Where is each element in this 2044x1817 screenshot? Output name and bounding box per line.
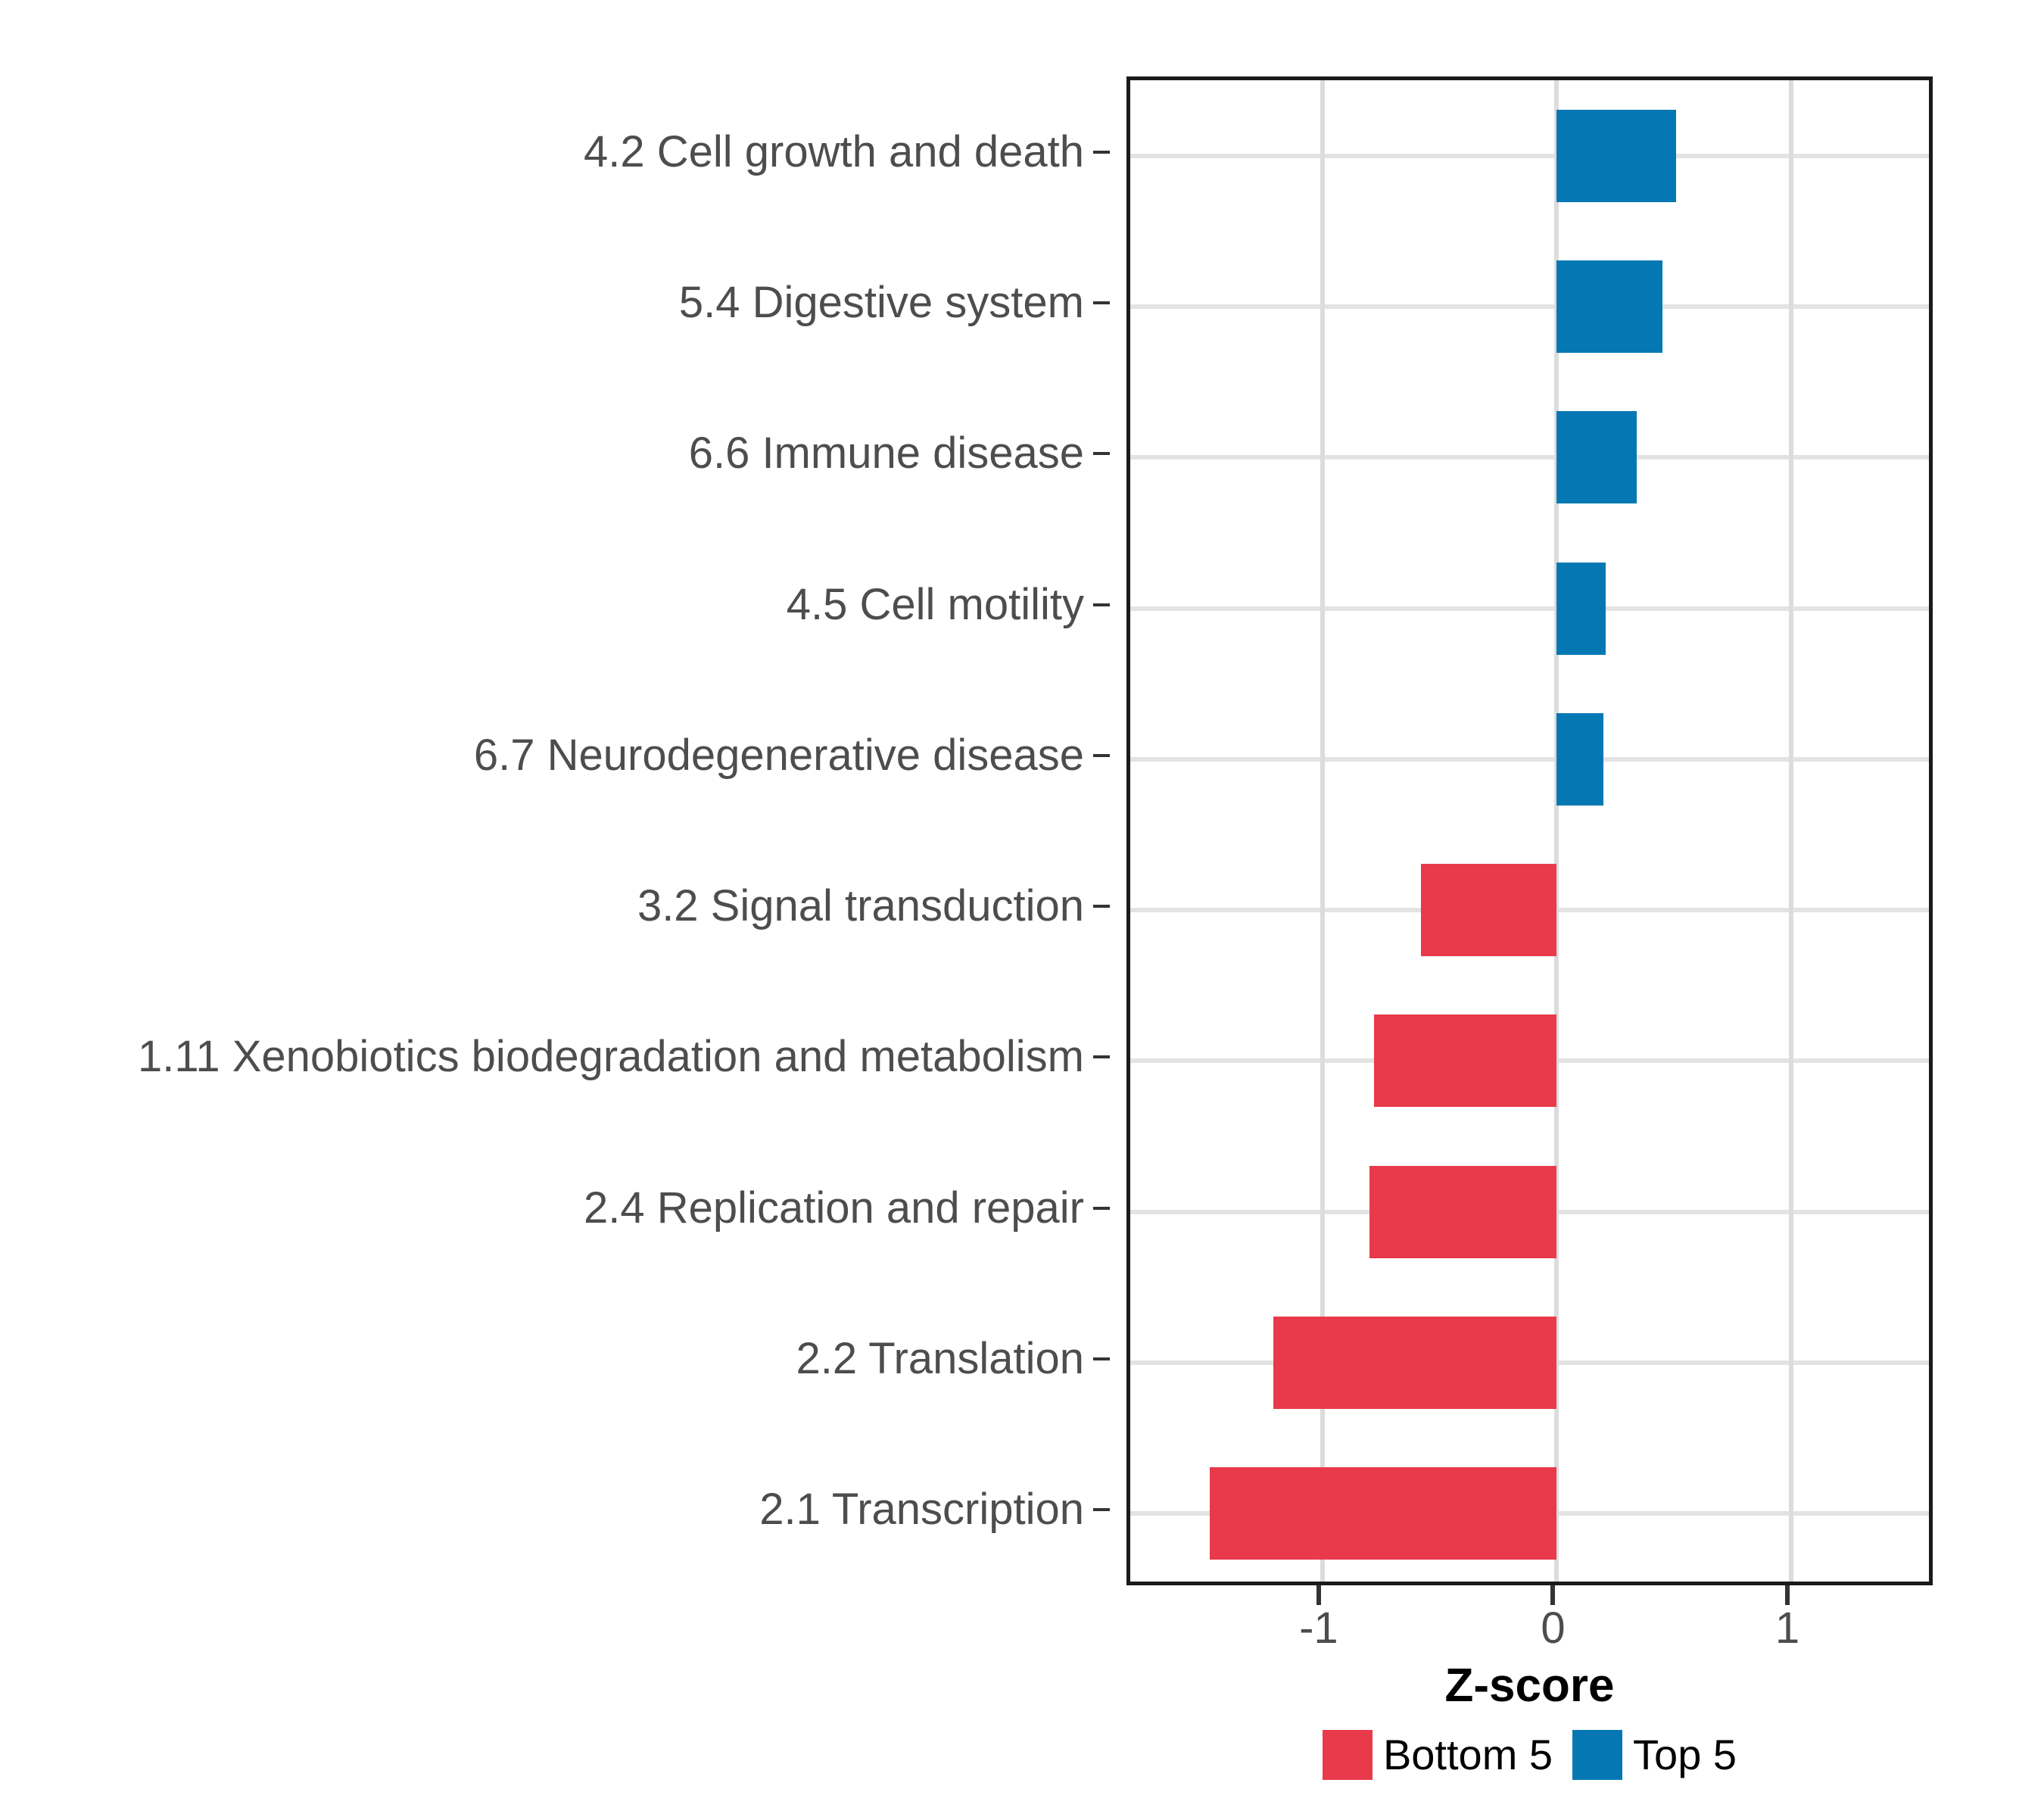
x-axis-title: Z-score: [1444, 1660, 1615, 1712]
bar: [1210, 1467, 1557, 1560]
y-axis-tick-label: 2.1 Transcription: [759, 1485, 1084, 1535]
bar: [1273, 1317, 1557, 1410]
x-axis-tick-mark: [1550, 1585, 1556, 1605]
bar: [1420, 864, 1557, 957]
y-axis-tick-label: 6.7 Neurodegenerative disease: [473, 730, 1084, 780]
x-axis-tick-mark: [1785, 1585, 1790, 1605]
y-axis-tick-label: 5.4 Digestive system: [678, 277, 1084, 327]
horizontal-gridline: [1130, 153, 1929, 158]
y-axis-tick-label: 2.2 Translation: [796, 1334, 1084, 1384]
bar: [1369, 1165, 1557, 1258]
y-axis-tick-mark: [1093, 150, 1110, 154]
vertical-gridline: [1789, 80, 1794, 1582]
y-axis-tick-label: 6.6 Immune disease: [688, 429, 1084, 478]
y-axis-tick-mark: [1093, 1357, 1110, 1361]
bar: [1556, 260, 1662, 353]
x-axis-tick-label: 1: [1774, 1604, 1800, 1653]
y-axis-label-group: 4.2 Cell growth and death 5.4 Digestive s…: [0, 76, 1110, 1585]
y-axis-tick-label: 3.2 Signal transduction: [637, 881, 1084, 931]
y-axis-tick-label: 1.11 Xenobiotics biodegradation and meta…: [138, 1032, 1084, 1082]
plot-panel: [1126, 76, 1933, 1585]
legend-swatch: [1572, 1730, 1623, 1780]
vertical-gridline: [1554, 80, 1559, 1582]
y-axis-tick-mark: [1093, 452, 1110, 456]
bar: [1556, 562, 1606, 655]
legend-item[interactable]: Top 5: [1572, 1730, 1737, 1780]
x-axis-tick-mark: [1316, 1585, 1321, 1605]
y-axis-tick-mark: [1093, 301, 1110, 304]
x-axis-tick-labels: -1 0 1: [1126, 1607, 1933, 1660]
horizontal-gridline: [1130, 756, 1929, 762]
y-axis-tick-mark: [1093, 753, 1110, 757]
x-axis-tick-label: -1: [1299, 1604, 1338, 1653]
y-axis-tick-mark: [1093, 905, 1110, 908]
x-axis-tick-marks: [1126, 1585, 1933, 1605]
y-axis-tick-mark: [1093, 603, 1110, 606]
legend-swatch: [1322, 1730, 1373, 1780]
legend-item[interactable]: Bottom 5: [1322, 1730, 1553, 1780]
y-axis-tick-mark: [1093, 1055, 1110, 1059]
y-axis-tick-mark: [1093, 1206, 1110, 1210]
legend-label: Bottom 5: [1382, 1731, 1553, 1778]
bar: [1556, 109, 1677, 202]
bar: [1373, 1014, 1557, 1108]
legend-label: Top 5: [1633, 1731, 1737, 1778]
horizontal-gridline: [1130, 455, 1929, 460]
chart-legend: Bottom 5 Top 5: [1126, 1730, 1933, 1780]
y-axis-tick-label: 2.4 Replication and repair: [584, 1183, 1084, 1233]
bar: [1556, 712, 1604, 806]
bar: [1556, 411, 1637, 504]
horizontal-gridline: [1130, 606, 1929, 611]
y-axis-tick-mark: [1093, 1508, 1110, 1512]
y-axis-tick-label: 4.5 Cell motility: [786, 579, 1084, 629]
vertical-gridline: [1320, 80, 1325, 1582]
horizontal-gridline: [1130, 304, 1929, 309]
x-axis-tick-label: 0: [1541, 1604, 1566, 1653]
y-axis-tick-label: 4.2 Cell growth and death: [584, 126, 1084, 176]
